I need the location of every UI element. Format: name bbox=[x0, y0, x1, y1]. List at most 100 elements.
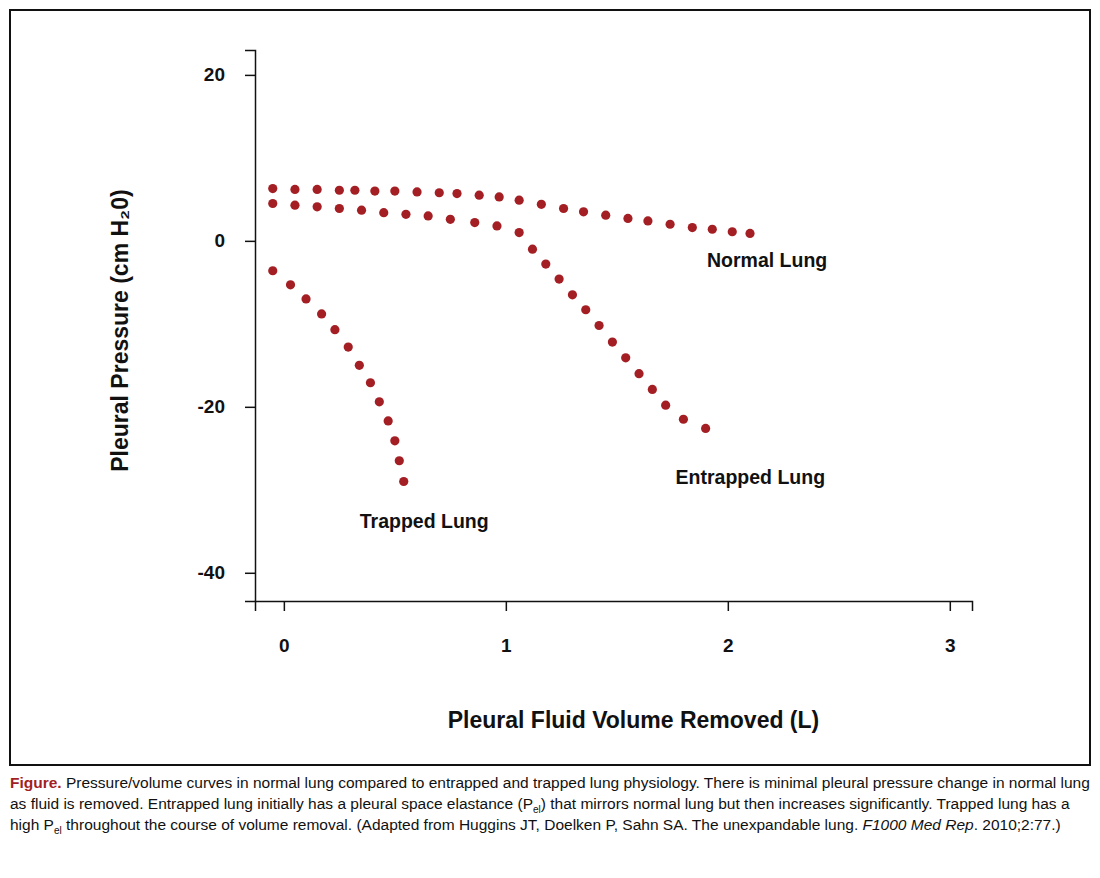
y-tick-mark bbox=[245, 407, 255, 409]
series-label: Entrapped Lung bbox=[676, 466, 826, 488]
point bbox=[541, 259, 550, 268]
point bbox=[634, 369, 643, 378]
y-tick-label: 20 bbox=[204, 64, 225, 85]
point bbox=[623, 214, 632, 223]
point bbox=[537, 200, 546, 209]
point bbox=[452, 189, 461, 198]
point bbox=[268, 266, 277, 275]
point bbox=[366, 378, 375, 387]
y-tick-mark bbox=[245, 573, 255, 575]
point bbox=[401, 210, 410, 219]
y-tick: 20 bbox=[204, 64, 255, 85]
point bbox=[515, 196, 524, 205]
x-tick: 1 bbox=[501, 601, 512, 656]
x-axis: 0 1 2 3 bbox=[256, 601, 973, 656]
point bbox=[317, 309, 326, 318]
point bbox=[492, 221, 501, 230]
y-tick-label: 0 bbox=[214, 230, 225, 251]
point bbox=[648, 385, 657, 394]
point bbox=[688, 223, 697, 232]
y-axis-title: Pleural Pressure (cm H₂0) bbox=[107, 189, 133, 472]
point bbox=[601, 211, 610, 220]
point bbox=[666, 220, 675, 229]
point bbox=[350, 186, 359, 195]
point bbox=[608, 337, 617, 346]
series-1 bbox=[268, 199, 710, 433]
point bbox=[313, 185, 322, 194]
point bbox=[268, 199, 277, 208]
x-axis-line bbox=[256, 602, 973, 612]
caption-text: Figure. bbox=[10, 774, 62, 791]
caption-text: F1000 Med Rep bbox=[863, 816, 974, 833]
x-tick: 2 bbox=[723, 601, 734, 656]
x-tick-mark bbox=[728, 601, 730, 611]
x-tick-label: 1 bbox=[501, 635, 512, 656]
y-tick: -20 bbox=[198, 396, 255, 417]
point bbox=[395, 456, 404, 465]
point bbox=[375, 397, 384, 406]
point bbox=[446, 215, 455, 224]
point bbox=[435, 188, 444, 197]
point bbox=[390, 186, 399, 195]
caption-text: el bbox=[54, 825, 62, 836]
point bbox=[355, 361, 364, 370]
point bbox=[424, 211, 433, 220]
caption-text: . 2010;2:77.) bbox=[974, 816, 1061, 833]
caption-text: el bbox=[533, 804, 541, 815]
point bbox=[335, 204, 344, 213]
x-tick-label: 3 bbox=[945, 635, 956, 656]
point bbox=[661, 401, 670, 410]
point bbox=[708, 225, 717, 234]
x-tick: 3 bbox=[945, 601, 956, 656]
point bbox=[301, 294, 310, 303]
caption: Figure. Pressure/volume curves in normal… bbox=[10, 772, 1090, 835]
y-tick-label: -20 bbox=[198, 396, 225, 417]
point bbox=[475, 191, 484, 200]
point bbox=[344, 342, 353, 351]
y-tick: -40 bbox=[198, 562, 255, 583]
y-tick-mark bbox=[245, 75, 255, 77]
point bbox=[379, 208, 388, 217]
point bbox=[384, 416, 393, 425]
point bbox=[290, 201, 299, 210]
point bbox=[568, 290, 577, 299]
y-tick-mark bbox=[245, 241, 255, 243]
point bbox=[701, 424, 710, 433]
plot-area bbox=[268, 184, 754, 486]
y-tick: 0 bbox=[214, 230, 255, 251]
x-tick-label: 0 bbox=[279, 635, 290, 656]
point bbox=[555, 274, 564, 283]
point bbox=[290, 185, 299, 194]
x-tick-mark bbox=[506, 601, 508, 611]
point bbox=[357, 206, 366, 215]
x-tick-label: 2 bbox=[723, 635, 734, 656]
point bbox=[515, 228, 524, 237]
y-tick-label: -40 bbox=[198, 562, 225, 583]
point bbox=[594, 321, 603, 330]
x-tick-mark bbox=[284, 601, 286, 611]
y-axis-line bbox=[245, 51, 256, 602]
series-0 bbox=[268, 184, 754, 238]
point bbox=[313, 202, 322, 211]
point bbox=[470, 218, 479, 227]
point bbox=[390, 436, 399, 445]
point bbox=[579, 207, 588, 216]
series-label: Normal Lung bbox=[707, 249, 827, 271]
point bbox=[399, 477, 408, 486]
point bbox=[621, 353, 630, 362]
point bbox=[412, 187, 421, 196]
point bbox=[335, 186, 344, 195]
x-axis-title: Pleural Fluid Volume Removed (L) bbox=[448, 707, 819, 733]
point bbox=[286, 280, 295, 289]
x-tick-mark bbox=[950, 601, 952, 611]
point bbox=[679, 415, 688, 424]
series-label: Trapped Lung bbox=[360, 510, 489, 532]
point bbox=[745, 229, 754, 238]
caption-text: throughout the course of volume removal.… bbox=[62, 816, 863, 833]
point bbox=[581, 305, 590, 314]
point bbox=[370, 186, 379, 195]
frame bbox=[10, 10, 1090, 765]
point bbox=[268, 184, 277, 193]
series-2 bbox=[268, 266, 408, 486]
x-tick: 0 bbox=[279, 601, 290, 656]
